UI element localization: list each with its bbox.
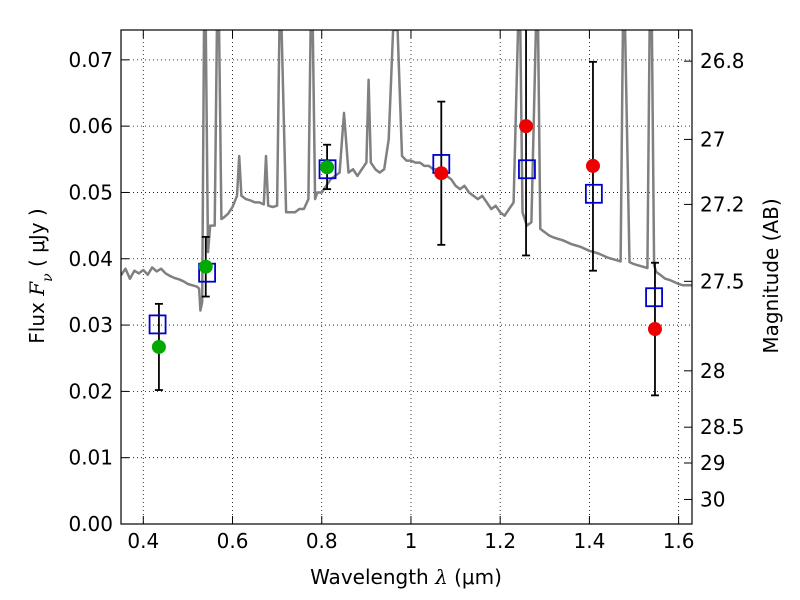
axes bbox=[120, 29, 693, 525]
y-tick-label: 0.00 bbox=[68, 512, 113, 536]
x-axis-title: Wavelength λ (μm) bbox=[310, 565, 502, 589]
y-tick-label: 0.05 bbox=[68, 180, 113, 204]
model-photometry-marker bbox=[645, 287, 663, 308]
observed-flux-marker bbox=[585, 158, 600, 173]
y2-tick-label: 27.5 bbox=[700, 269, 745, 293]
y-tick-label: 0.06 bbox=[68, 114, 113, 138]
observed-flux-marker bbox=[434, 166, 449, 181]
observed-flux-marker bbox=[647, 322, 662, 337]
y-tick-label: 0.07 bbox=[68, 48, 113, 72]
y2-tick-label: 28.5 bbox=[700, 415, 745, 439]
y-tick-label: 0.01 bbox=[68, 446, 113, 470]
observed-flux-marker bbox=[198, 259, 213, 274]
model-spectrum-line bbox=[121, 30, 692, 312]
model-photometry-marker bbox=[318, 159, 337, 180]
y-tick-label: 0.03 bbox=[68, 313, 113, 337]
tick-marks: 0.4 0.6 0.8 1 1.2 1.4 1.6 0.00 0.01 0.02 0.03 0.04 0… bbox=[68, 30, 745, 553]
plot-area bbox=[121, 30, 692, 397]
y-tick-label: 0.02 bbox=[68, 379, 113, 403]
y2-tick-label: 30 bbox=[700, 487, 725, 511]
y2-axis-title: Magnitude (AB) bbox=[759, 198, 783, 353]
y2-tick-label: 28 bbox=[700, 359, 725, 383]
observed-flux-marker bbox=[519, 119, 534, 134]
y2-tick-label: 27.2 bbox=[700, 192, 745, 216]
observed-flux-marker bbox=[320, 160, 335, 175]
model-photometry-marker bbox=[148, 314, 167, 335]
y2-tick-label: 26.8 bbox=[700, 49, 745, 73]
y-tick-label: 0.04 bbox=[68, 247, 113, 271]
x-tick-label: 0.8 bbox=[306, 529, 338, 553]
observed-flux-marker bbox=[151, 339, 166, 354]
x-tick-label: 1.2 bbox=[484, 529, 516, 553]
y2-tick-label: 27 bbox=[700, 127, 725, 151]
model-photometry-marker bbox=[518, 159, 536, 180]
x-tick-label: 1.6 bbox=[663, 529, 695, 553]
plot-frame bbox=[120, 29, 693, 525]
x-tick-label: 0.4 bbox=[127, 529, 159, 553]
x-tick-label: 1 bbox=[405, 529, 418, 553]
x-tick-label: 1.4 bbox=[573, 529, 605, 553]
y2-tick-label: 29 bbox=[700, 451, 725, 475]
model-photometry-marker bbox=[584, 183, 603, 204]
x-tick-label: 0.6 bbox=[217, 529, 249, 553]
y-axis-title: Flux Fν ( μJy ) bbox=[25, 208, 56, 343]
